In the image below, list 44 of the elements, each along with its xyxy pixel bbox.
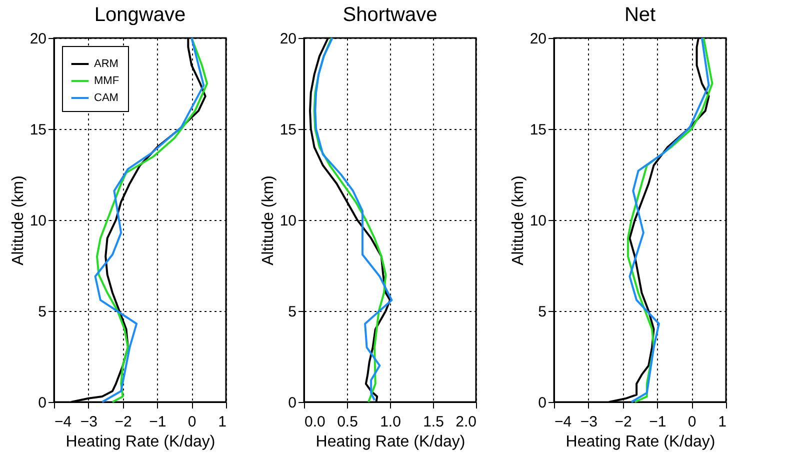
y-tick-label: 15: [30, 122, 46, 138]
y-tick-label: 20: [280, 30, 296, 48]
x-tick-label: 2.0: [456, 414, 476, 430]
y-axis-title: Altitude (km): [510, 176, 527, 266]
chart-title: Net: [624, 4, 656, 26]
x-tick-label: 1.0: [380, 414, 401, 430]
y-tick-label: 5: [538, 304, 546, 320]
chart-title: Shortwave: [342, 4, 438, 26]
chart-title: Longwave: [94, 4, 186, 26]
y-tick-label: 20: [530, 30, 546, 48]
legend-label: ARM: [94, 58, 118, 70]
x-tick-label: −4: [54, 414, 72, 430]
y-axis-title: Altitude (km): [260, 176, 277, 266]
y-tick-label: 5: [38, 304, 46, 320]
x-tick-label: −2: [614, 414, 632, 430]
legend-label: MMF: [94, 75, 120, 87]
x-tick-label: 1: [218, 414, 226, 430]
x-tick-label: 1.5: [423, 414, 444, 430]
x-axis-title: Heating Rate (K/day): [316, 434, 466, 450]
x-tick-label: −3: [580, 414, 598, 430]
x-tick-label: 0.5: [337, 414, 358, 430]
y-tick-label: 15: [280, 122, 296, 138]
x-axis-title: Heating Rate (K/day): [566, 434, 716, 450]
x-tick-label: −2: [114, 414, 132, 430]
legend-label: CAM: [94, 92, 118, 104]
y-tick-label: 10: [530, 212, 546, 230]
y-tick-label: 5: [288, 304, 296, 320]
y-tick-label: 10: [30, 212, 46, 230]
x-tick-label: 0.0: [304, 414, 326, 430]
y-tick-label: 20: [30, 30, 46, 48]
y-tick-label: 10: [280, 212, 296, 230]
x-tick-label: 0: [688, 414, 696, 430]
x-tick-label: −1: [649, 414, 666, 430]
x-axis-title: Heating Rate (K/day): [66, 434, 216, 450]
y-axis-title: Altitude (km): [10, 176, 27, 266]
x-tick-label: −3: [80, 414, 98, 430]
y-tick-label: 0: [538, 394, 546, 412]
y-tick-label: 15: [530, 122, 546, 138]
y-tick-label: 0: [38, 394, 46, 412]
x-tick-label: −1: [149, 414, 166, 430]
x-tick-label: 0: [188, 414, 196, 430]
y-tick-label: 0: [288, 394, 296, 412]
x-tick-label: −4: [554, 414, 572, 430]
x-tick-label: 1: [718, 414, 726, 430]
